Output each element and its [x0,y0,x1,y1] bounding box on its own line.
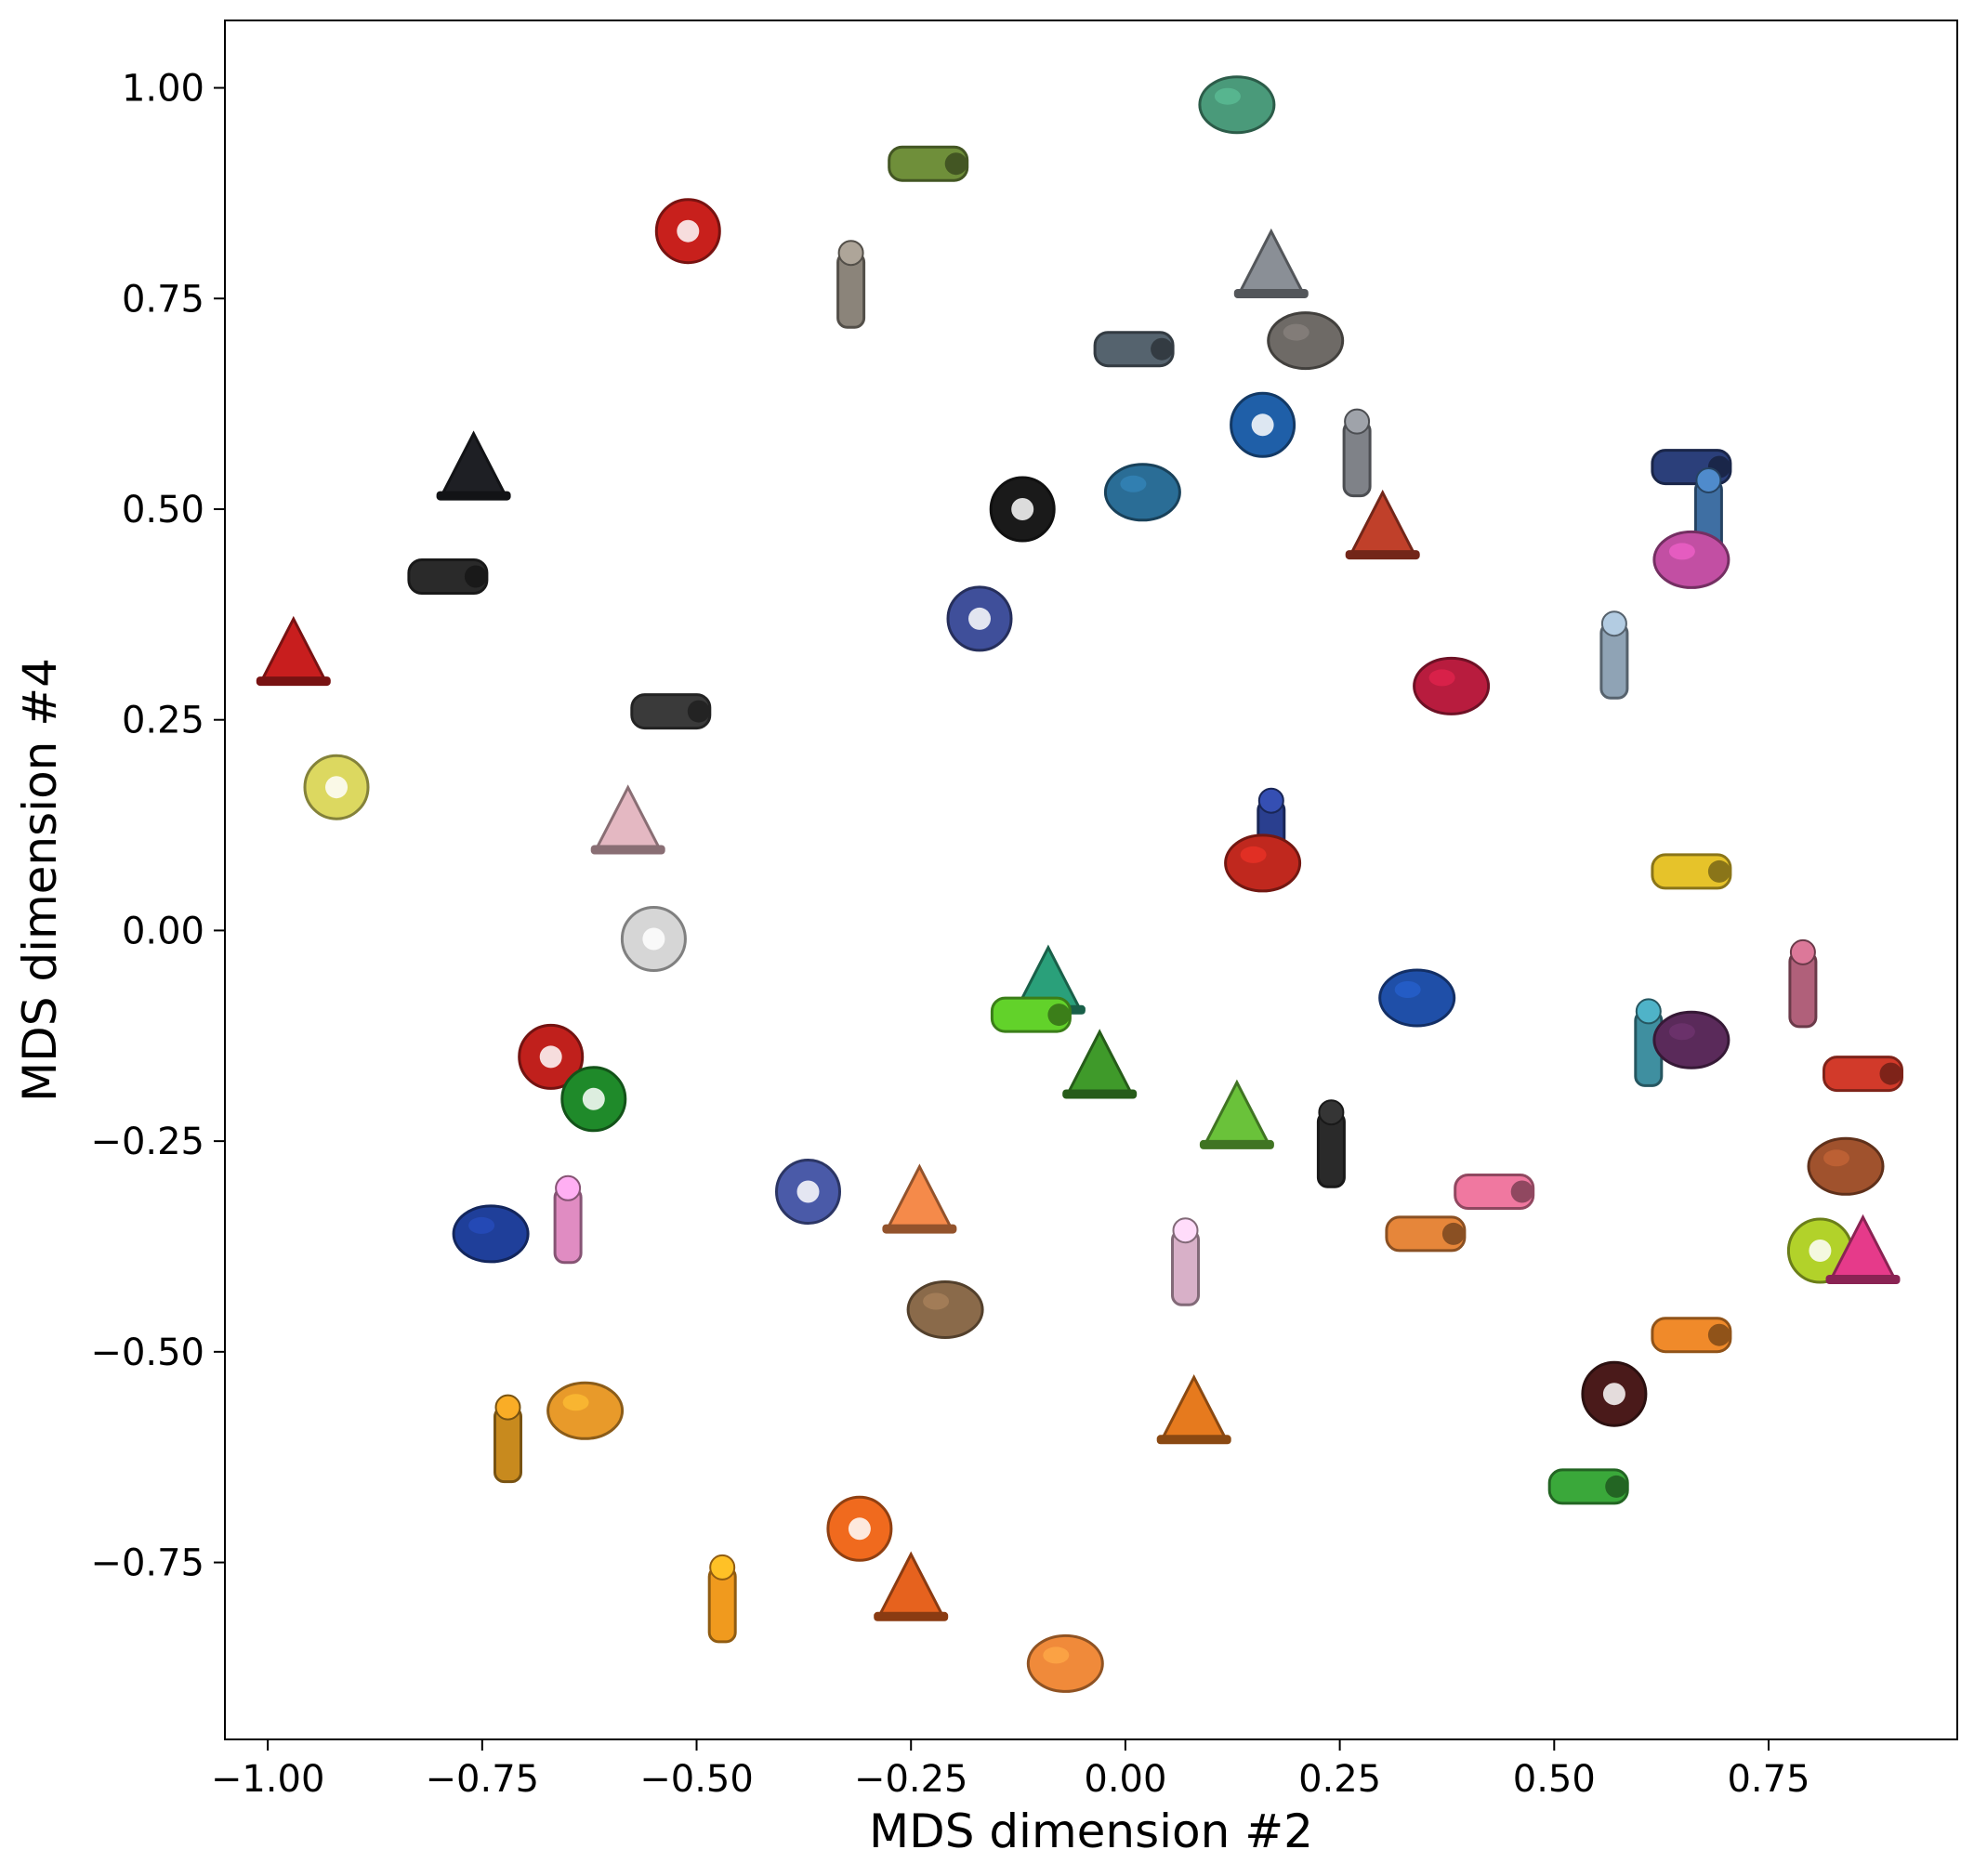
orange-spiky-tri-toy-icon [882,1163,957,1234]
green-cone-boat-icon [560,1066,627,1133]
purple-maraca-icon [1652,1010,1731,1069]
orange-eye-ball-icon [546,1381,625,1440]
purple-wand-icon [1788,938,1818,1029]
y-tick-label: 0.75 [122,278,204,321]
pink-bead-chain-icon [590,784,665,855]
brush-tool-icon [1378,968,1456,1028]
x-tick-label: −0.25 [854,1758,968,1801]
colorful-block-tower-icon [1823,1056,1903,1093]
y-tick-label: −0.50 [90,1332,204,1374]
pink-ring-toy-icon [553,1174,583,1265]
x-tick-label: 0.75 [1727,1758,1810,1801]
blue-claw-toy-icon [452,1204,530,1264]
x-axis-ticks: −1.00 −0.75 −0.50 −0.25 0.00 0.25 0.50 0.75 [211,1739,1810,1801]
grey-wavy-shape-icon [836,240,866,329]
blue-grey-pipe-joint-icon [1093,331,1175,368]
blue-mop-toy-icon [1230,391,1296,458]
wooden-mallet-icon [1807,1136,1885,1196]
x-tick-label: 0.25 [1298,1758,1381,1801]
dark-fork-stick-icon [1581,1360,1648,1427]
spring-bowl-toy-icon [888,145,969,182]
y-axis-ticks: 1.00 0.75 0.50 0.25 0.00 −0.25 −0.50 −0.75 [90,68,225,1585]
y-axis-label: MDS dimension #4 [13,658,67,1102]
red-spiky-ball-icon [1413,656,1491,715]
colorful-bead-cluster-icon [1652,530,1731,589]
wire-ball-icon [1267,311,1345,371]
black-blower-bulb-icon [1316,1099,1346,1188]
red-fan-stand-icon [256,615,331,687]
blue-handle-icon [1103,463,1181,522]
metal-funnel-icon [1342,408,1372,498]
red-bow-toy-icon [518,1023,585,1090]
yellow-wheel-stick-icon [1651,853,1732,890]
red-dotted-toy-icon [1224,833,1302,893]
black-speaker-ball-icon [407,558,489,595]
paperclip-chain-icon [1599,610,1629,700]
orange-gear-ring-icon [826,1495,893,1562]
y-tick-label: 0.50 [122,489,204,531]
green-spiky-donut-icon [1062,1029,1138,1099]
x-tick-label: 0.00 [1084,1758,1166,1801]
y-tick-label: −0.75 [90,1542,204,1585]
y-tick-label: 0.25 [122,700,204,742]
orange-green-whistle-icon [1651,1317,1732,1354]
orange-bell-jar-icon [1156,1374,1231,1445]
plot-area-frame [224,20,1958,1740]
red-twisted-vase-icon [654,198,721,265]
pink-cord-toy-icon [1825,1213,1901,1284]
rainbow-cross-toy-icon [946,585,1013,652]
green-clamshell-icon [1199,1079,1274,1149]
x-tick-label: −1.00 [211,1758,325,1801]
white-sphere-skate-icon [620,906,687,972]
amber-knot-ball-icon [494,1394,522,1484]
orange-barrel-icon [874,1551,949,1621]
lime-bone-toy-icon [990,996,1072,1033]
x-tick-label: −0.75 [426,1758,540,1801]
orange-bead-rod-icon [1026,1633,1104,1693]
pink-feather-toy-icon [1454,1174,1535,1210]
data-points [256,75,1903,1693]
black-bottle-icon [989,476,1056,543]
multi-tube-toy-icon [1198,75,1276,135]
red-fringe-toy-icon [1345,489,1420,560]
black-white-ball-icon [630,693,712,730]
green-slingshot-icon [1547,1468,1629,1505]
x-axis-label: MDS dimension #2 [869,1804,1313,1858]
colorful-book-icon [1634,998,1664,1087]
lollipop-stand-icon [1171,1217,1200,1306]
black-plunger-bell-icon [436,430,511,501]
yellow-holed-cylinder-icon [303,754,370,820]
orange-grabber-icon [707,1554,737,1644]
y-tick-label: −0.25 [90,1121,204,1163]
y-tick-label: 0.00 [122,910,204,952]
blue-cone-icon [775,1159,841,1225]
brown-holed-stick-icon [906,1280,984,1339]
grey-circuit-board-icon [1233,228,1309,298]
orange-lantern-ball-icon [1385,1215,1467,1253]
x-tick-label: −0.50 [639,1758,754,1801]
x-tick-label: 0.50 [1513,1758,1596,1801]
y-tick-label: 1.00 [122,68,204,111]
